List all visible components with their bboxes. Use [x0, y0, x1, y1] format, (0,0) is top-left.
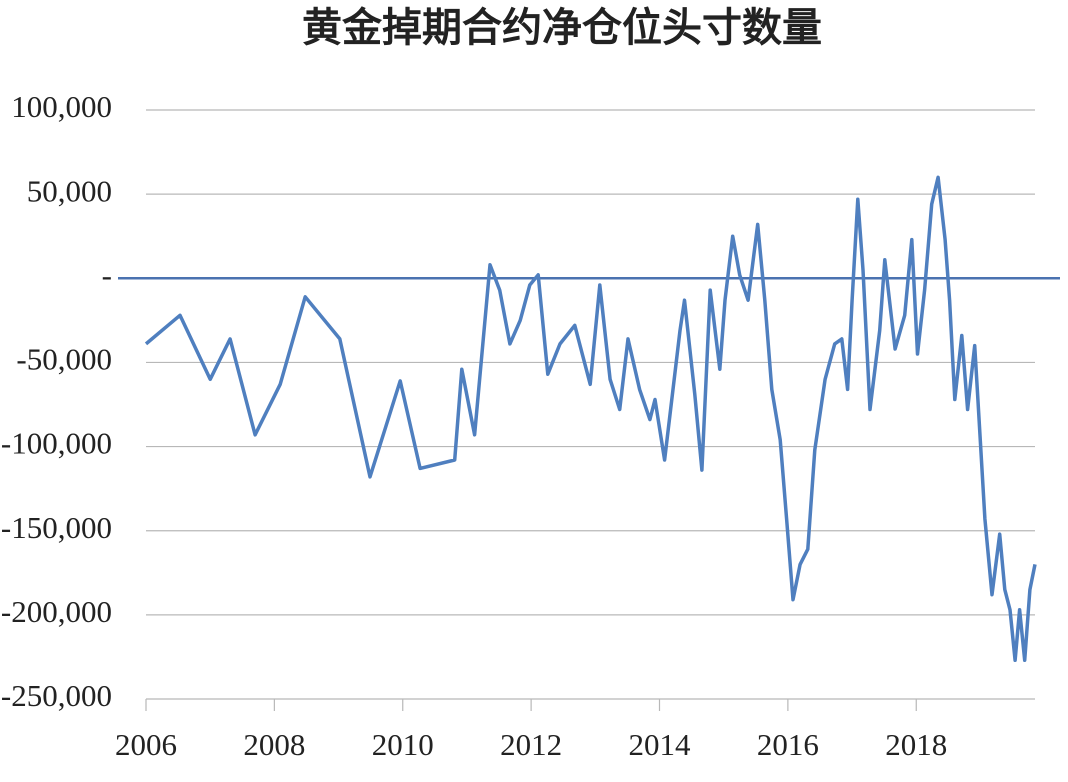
- x-tick-label: 2014: [629, 727, 692, 762]
- y-tick-label: -150,000: [1, 510, 112, 545]
- x-tick-label: 2008: [243, 727, 305, 762]
- y-tick-label: -100,000: [1, 426, 112, 461]
- data-line: [144, 175, 1037, 663]
- y-tick-label: -50,000: [16, 342, 112, 377]
- y-tick-label: -250,000: [1, 678, 112, 713]
- chart-title: 黄金掉期合约净仓位头寸数量: [302, 5, 822, 50]
- x-tick-label: 2018: [885, 727, 947, 762]
- y-tick-label: -: [102, 257, 112, 292]
- y-tick-label: 100,000: [11, 89, 112, 124]
- x-tick-label: 2010: [372, 727, 434, 762]
- x-tick-label: 2006: [115, 727, 177, 762]
- x-tick-label: 2012: [500, 727, 562, 762]
- y-tick-label: -200,000: [1, 594, 112, 629]
- y-tick-label: 50,000: [27, 173, 112, 208]
- x-tick-label: 2016: [757, 727, 819, 762]
